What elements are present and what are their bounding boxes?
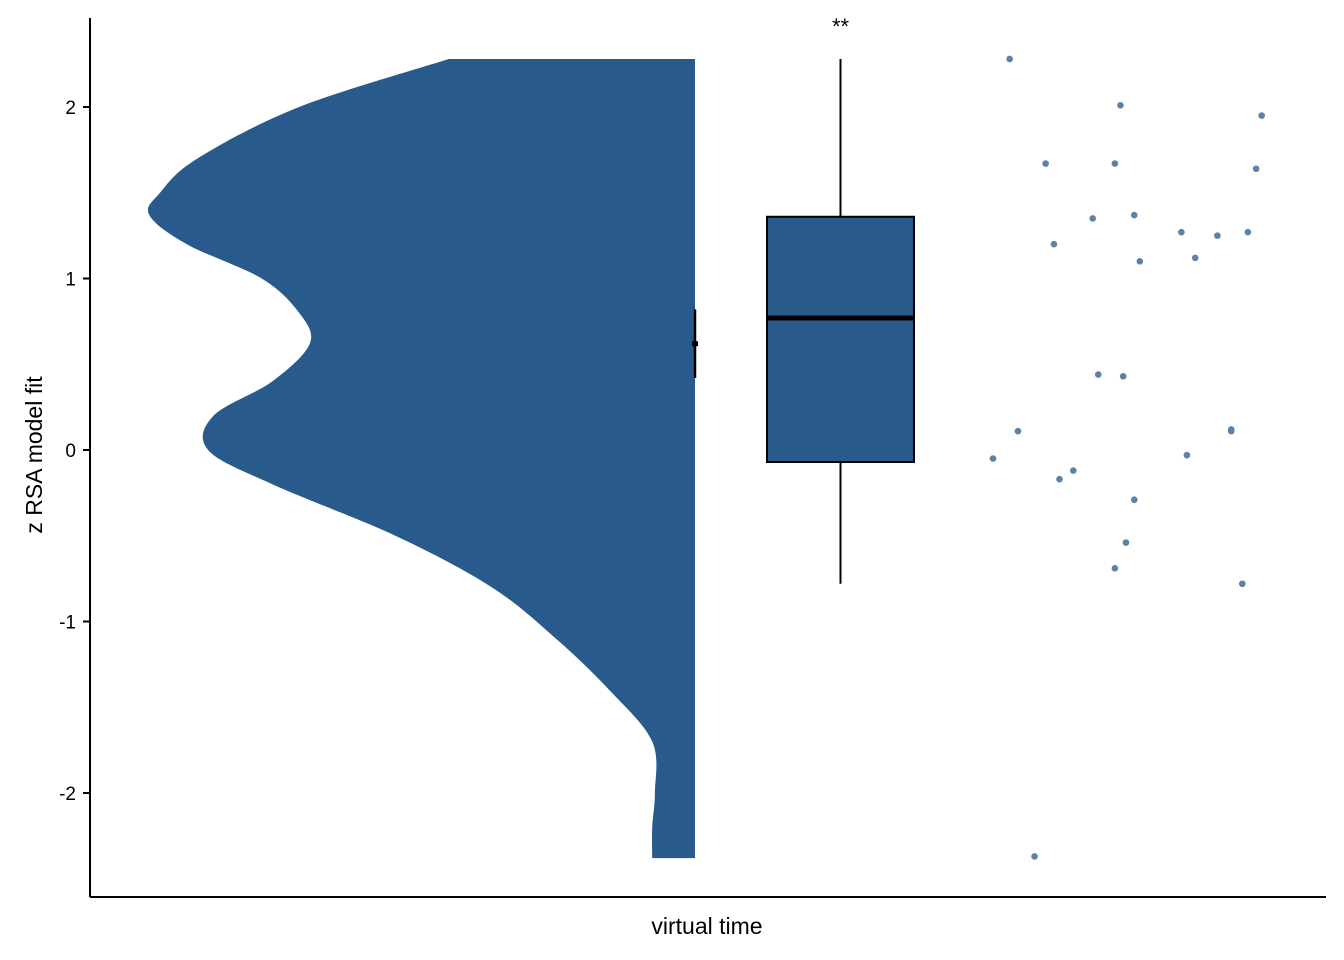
x-axis-title: virtual time — [651, 913, 762, 939]
data-point — [989, 455, 997, 462]
y-tick-label: 2 — [65, 98, 76, 119]
data-point — [1191, 254, 1199, 262]
data-point — [1111, 565, 1119, 572]
y-tick-label: 0 — [65, 441, 76, 462]
mean-marker — [692, 341, 698, 347]
data-point — [1178, 228, 1185, 236]
data-point — [1094, 371, 1102, 378]
data-point — [1130, 496, 1138, 504]
data-point — [1258, 112, 1265, 119]
y-tick-label: -1 — [59, 613, 76, 634]
boxplot — [766, 58, 915, 584]
data-point — [1056, 475, 1063, 483]
significance-label: ** — [832, 14, 850, 39]
mean-interval — [692, 309, 698, 378]
y-axis: -2 -1 0 1 2 — [59, 18, 1326, 898]
y-tick-label: 1 — [65, 270, 76, 291]
data-point — [1006, 55, 1013, 63]
data-point — [1227, 427, 1235, 435]
data-point — [1183, 451, 1191, 459]
data-point — [1014, 427, 1022, 435]
data-point — [1070, 467, 1077, 474]
data-point — [1244, 228, 1252, 236]
data-point — [1031, 853, 1038, 860]
data-point — [1117, 101, 1124, 109]
data-point — [1130, 211, 1138, 219]
density-shape — [147, 58, 696, 859]
y-tick-label: -2 — [59, 784, 76, 805]
y-axis-title: z RSA model fit — [21, 376, 47, 534]
data-point — [1252, 165, 1260, 173]
box-iqr — [766, 215, 915, 464]
data-point — [1050, 240, 1058, 248]
data-point — [1122, 539, 1130, 546]
raw-points — [989, 55, 1265, 860]
data-point — [1042, 160, 1049, 167]
data-point — [1239, 580, 1246, 588]
density-cloud — [147, 58, 696, 859]
data-point — [1111, 160, 1119, 167]
data-point — [1089, 215, 1097, 222]
data-point — [1136, 258, 1144, 265]
data-point — [1214, 232, 1221, 239]
data-point — [1119, 372, 1127, 380]
